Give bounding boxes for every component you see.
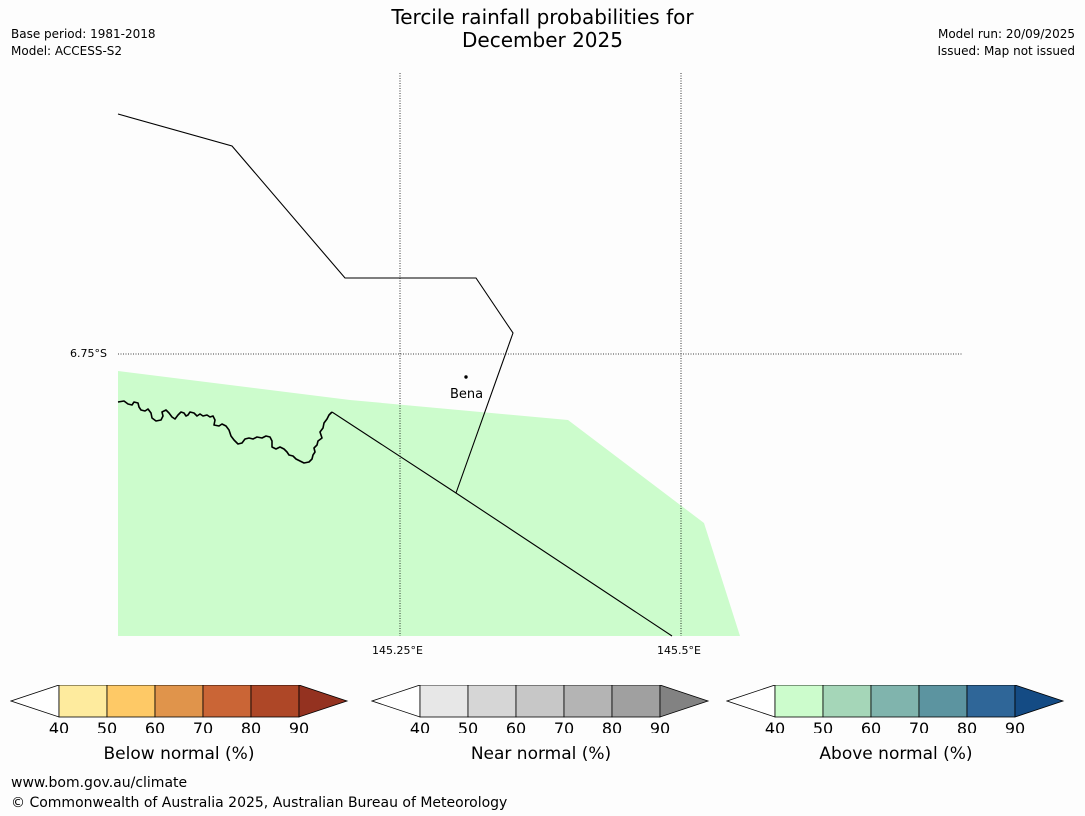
- above-normal-tick-label: 70: [909, 719, 929, 733]
- above-normal-swatch: [966, 685, 1016, 718]
- below-normal-tick-label: 70: [193, 719, 213, 733]
- colorbar-near-normal: 40 50 60 70 80 90 Near normal (%): [371, 685, 711, 765]
- near-normal-swatch: [419, 685, 469, 718]
- below-normal-swatch: [58, 685, 108, 718]
- base-period-text: Base period: 1981-2018: [11, 27, 156, 41]
- near-normal-tick-label: 80: [602, 719, 622, 733]
- longitude-label-1: 145.25°E: [372, 644, 423, 657]
- above-normal-swatch: [870, 685, 920, 718]
- colorbar-above-normal-label: Above normal (%): [819, 744, 973, 764]
- above-normal-tick-label: 90: [1005, 719, 1025, 733]
- bena-location-marker: [464, 375, 468, 379]
- below-normal-high-extend: [298, 685, 349, 718]
- near-normal-swatch: [611, 685, 661, 718]
- below-normal-tick-label: 40: [49, 719, 69, 733]
- colorbar-above-normal: 40 50 60 70 80 90 Above normal (%): [726, 685, 1066, 765]
- colorbar-below-normal-label: Below normal (%): [103, 744, 255, 764]
- near-normal-low-extend: [371, 685, 421, 718]
- near-normal-tick-label: 90: [650, 719, 670, 733]
- province-boundary-north: [117, 113, 514, 494]
- below-normal-tick-label: 80: [241, 719, 261, 733]
- near-normal-tick-label: 60: [506, 719, 526, 733]
- header-right: Model run: 20/09/2025 Issued: Map not is…: [937, 26, 1075, 60]
- colorbar-below-normal-bar: 40 50 60 70 80 90: [10, 685, 349, 733]
- below-normal-swatch: [106, 685, 156, 718]
- copyright-text: © Commonwealth of Australia 2025, Austra…: [11, 795, 508, 811]
- below-normal-swatch: [202, 685, 252, 718]
- river-line: [117, 400, 333, 464]
- model-text: Model: ACCESS-S2: [11, 44, 123, 58]
- above-normal-swatch: [822, 685, 872, 718]
- latitude-label: 6.75°S: [70, 347, 107, 360]
- above-normal-tick-label: 80: [957, 719, 977, 733]
- near-normal-swatch: [563, 685, 613, 718]
- above-normal-swatch: [918, 685, 968, 718]
- near-normal-tick-label: 40: [410, 719, 430, 733]
- below-normal-tick-label: 50: [97, 719, 117, 733]
- above-normal-tick-label: 60: [861, 719, 881, 733]
- near-normal-swatch: [515, 685, 565, 718]
- above-normal-high-extend: [1014, 685, 1065, 718]
- title-line-2: December 2025: [462, 28, 623, 52]
- below-normal-swatch: [250, 685, 300, 718]
- province-boundary-south: [331, 411, 673, 637]
- above-normal-shading: [118, 371, 740, 636]
- near-normal-high-extend: [659, 685, 710, 718]
- colorbar-below-normal: 40 50 60 70 80 90 Below normal (%): [10, 685, 350, 765]
- header-left: Base period: 1981-2018 Model: ACCESS-S2: [11, 26, 156, 60]
- colorbar-near-normal-label: Near normal (%): [470, 744, 612, 764]
- below-normal-tick-label: 90: [289, 719, 309, 733]
- near-normal-tick-label: 50: [458, 719, 478, 733]
- below-normal-swatch: [154, 685, 204, 718]
- website-link[interactable]: www.bom.gov.au/climate: [11, 775, 188, 791]
- above-normal-swatch: [774, 685, 824, 718]
- below-normal-low-extend: [10, 685, 60, 718]
- issued-text: Issued: Map not issued: [937, 44, 1075, 58]
- above-normal-tick-label: 50: [813, 719, 833, 733]
- page-title: Tercile rainfall probabilities for Decem…: [0, 6, 1085, 52]
- model-run-text: Model run: 20/09/2025: [937, 27, 1075, 41]
- title-line-1: Tercile rainfall probabilities for: [391, 5, 694, 29]
- near-normal-tick-label: 70: [554, 719, 574, 733]
- above-normal-tick-label: 40: [765, 719, 785, 733]
- colorbar-above-normal-bar: 40 50 60 70 80 90: [726, 685, 1065, 733]
- near-normal-swatch: [467, 685, 517, 718]
- colorbar-near-normal-bar: 40 50 60 70 80 90: [371, 685, 710, 733]
- longitude-label-2: 145.5°E: [657, 644, 701, 657]
- above-normal-low-extend: [726, 685, 776, 718]
- place-label-bena: Bena: [450, 387, 484, 402]
- below-normal-tick-label: 60: [145, 719, 165, 733]
